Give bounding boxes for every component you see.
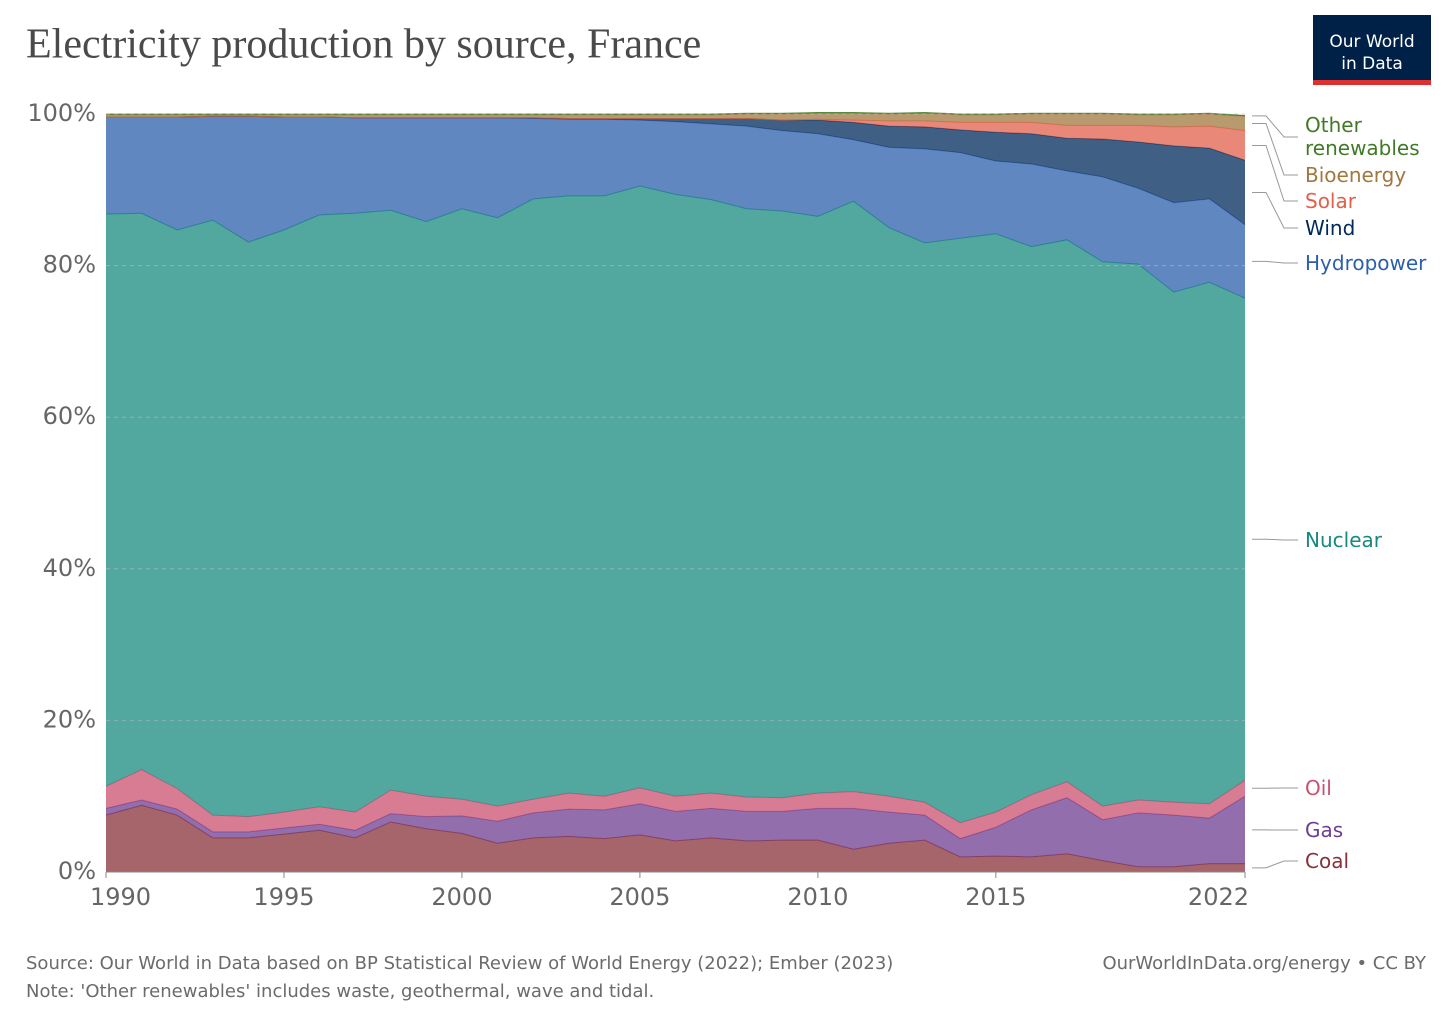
legend-connector [1252,115,1298,138]
legend-label: Other renewables [1305,113,1420,160]
x-tick-label: 1995 [253,883,314,911]
logo-text: in Data [1341,54,1403,74]
legend-connector [1252,191,1298,229]
source-note: Source: Our World in Data based on BP St… [26,953,893,974]
y-tick-label: 100% [27,99,96,127]
legend-connector [1252,860,1298,869]
legend-label: Hydropower [1305,250,1427,275]
x-tick-label: 2005 [609,883,670,911]
chart-title: Electricity production by source, France [26,22,701,68]
legend-label: Nuclear [1305,527,1382,552]
y-tick-label: 40% [43,554,96,582]
y-tick-label: 0% [58,857,96,885]
y-tick-label: 60% [43,402,96,430]
x-tick-label: 2015 [965,883,1026,911]
footnote: Note: 'Other renewables' includes waste,… [26,981,654,1002]
legend-connector [1252,144,1298,202]
area [106,769,1245,839]
x-tick-label: 2022 [1188,883,1249,911]
logo-strip [1313,80,1431,85]
legend-connector [1252,122,1298,176]
credit: OurWorldInData.org/energy • CC BY [1102,953,1427,974]
legend-label: Bioenergy [1305,162,1407,187]
legend-connector [1252,538,1298,541]
legend-connector [1252,260,1298,264]
y-tick-label: 80% [43,251,96,279]
area [106,116,1245,161]
x-tick-label: 1990 [90,883,151,911]
area [106,186,1245,823]
legend-label: Gas [1305,817,1344,842]
area [106,116,1245,225]
legend-label: Coal [1305,848,1350,873]
areas [105,111,1246,872]
legend-label: Oil [1305,775,1332,800]
legend-label: Wind [1305,215,1356,240]
logo-box [1313,15,1431,80]
x-tick-label: 2000 [431,883,492,911]
y-tick-label: 20% [43,705,96,733]
area [106,116,1245,299]
area [106,113,1245,131]
logo-text: Our World [1329,32,1414,52]
legend-label: Solar [1305,188,1356,213]
x-tick-label: 2010 [787,883,848,911]
